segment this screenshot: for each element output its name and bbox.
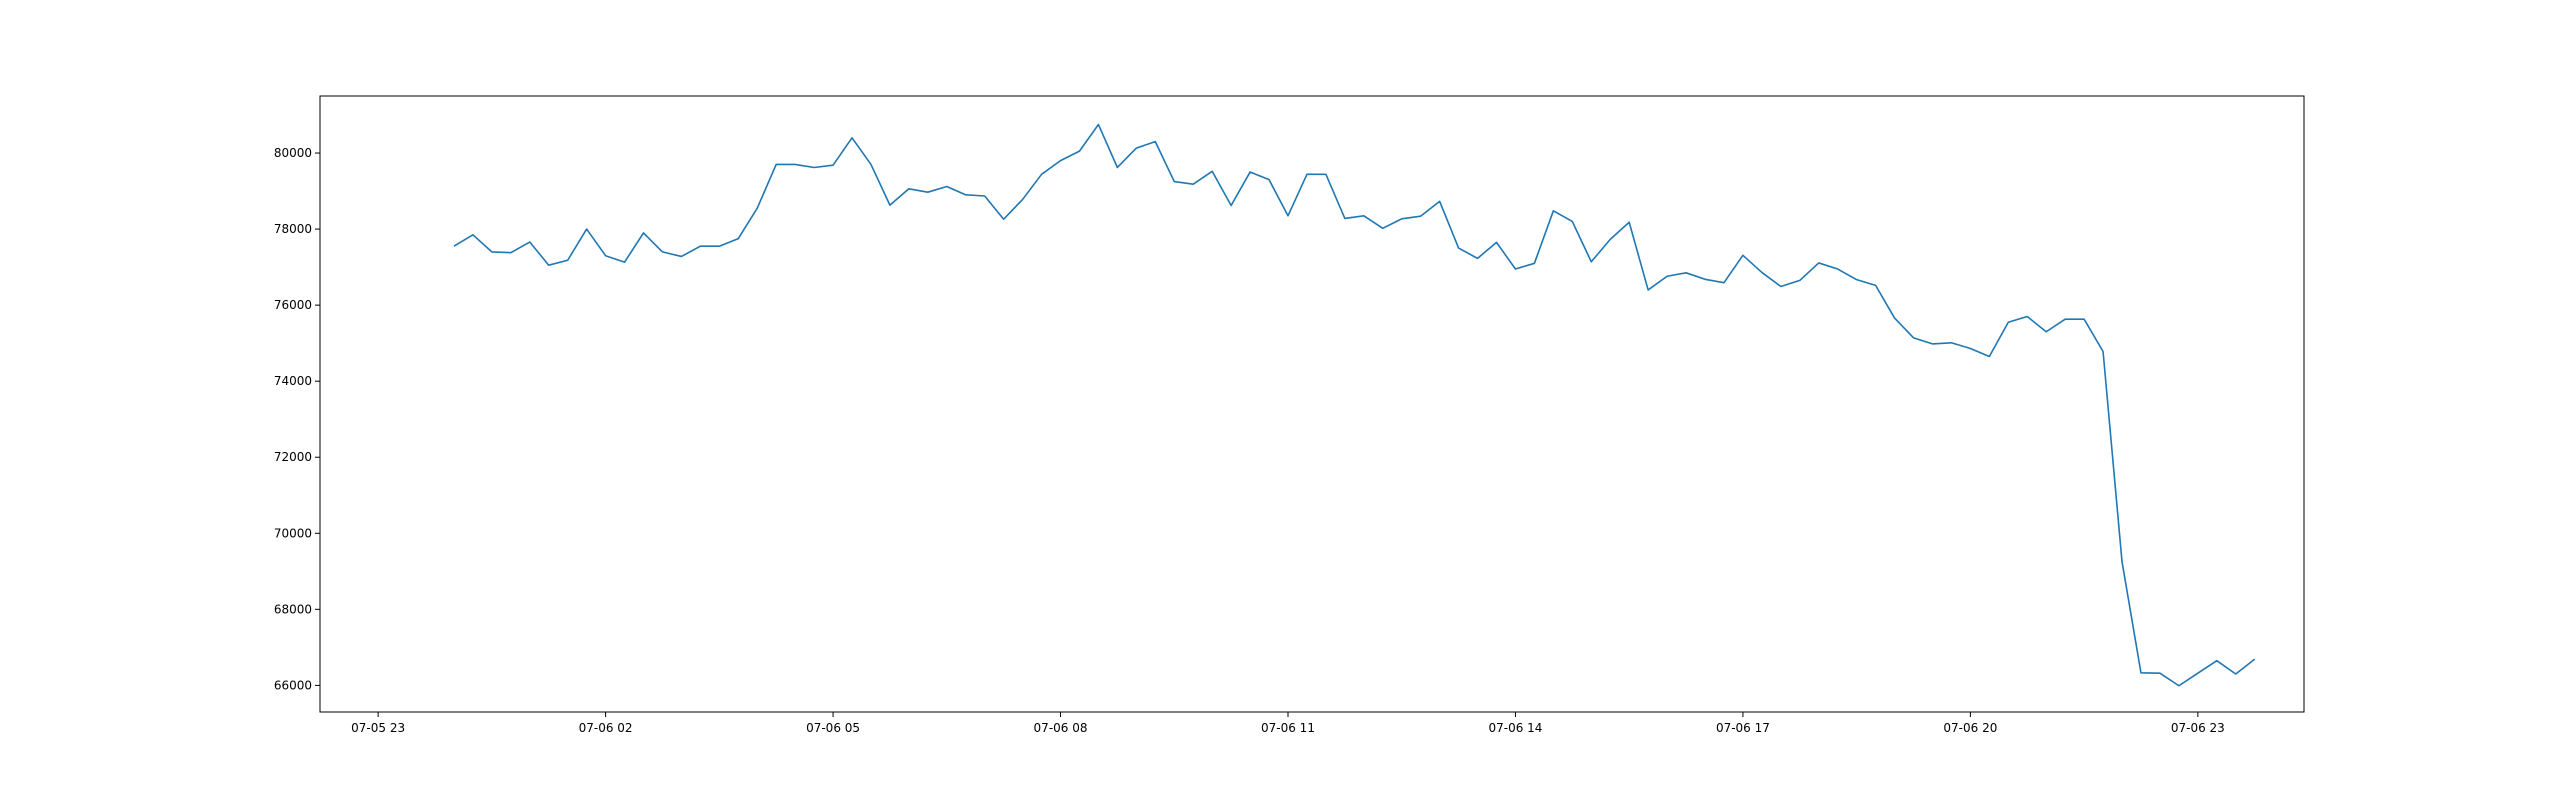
x-tick-label: 07-06 14 [1488,721,1542,735]
x-tick-label: 07-06 17 [1716,721,1770,735]
x-tick-label: 07-06 08 [1034,721,1088,735]
x-tick-label: 07-06 23 [2171,721,2225,735]
y-tick-label: 70000 [274,526,312,540]
y-axis: 66000 68000 70000 72000 74000 76000 78000 80000 [274,146,320,692]
x-tick-label: 07-06 02 [579,721,633,735]
x-tick-label: 07-06 05 [806,721,860,735]
y-tick-label: 68000 [274,602,312,616]
series-layer [453,123,2256,687]
plot-frame [319,95,2305,713]
x-tick-label: 07-06 20 [1943,721,1997,735]
y-tick-label: 74000 [274,374,312,388]
y-tick-label: 78000 [274,222,312,236]
series-line [453,123,2256,687]
y-tick-label: 72000 [274,450,312,464]
x-tick-label: 07-06 11 [1261,721,1315,735]
x-axis: 07-05 23 07-06 02 07-06 05 07-06 08 07-06 11… [351,712,2225,735]
x-tick-label: 07-05 23 [351,721,405,735]
y-tick-label: 80000 [274,146,312,160]
y-tick-label: 66000 [274,678,312,692]
y-tick-label: 76000 [274,298,312,312]
